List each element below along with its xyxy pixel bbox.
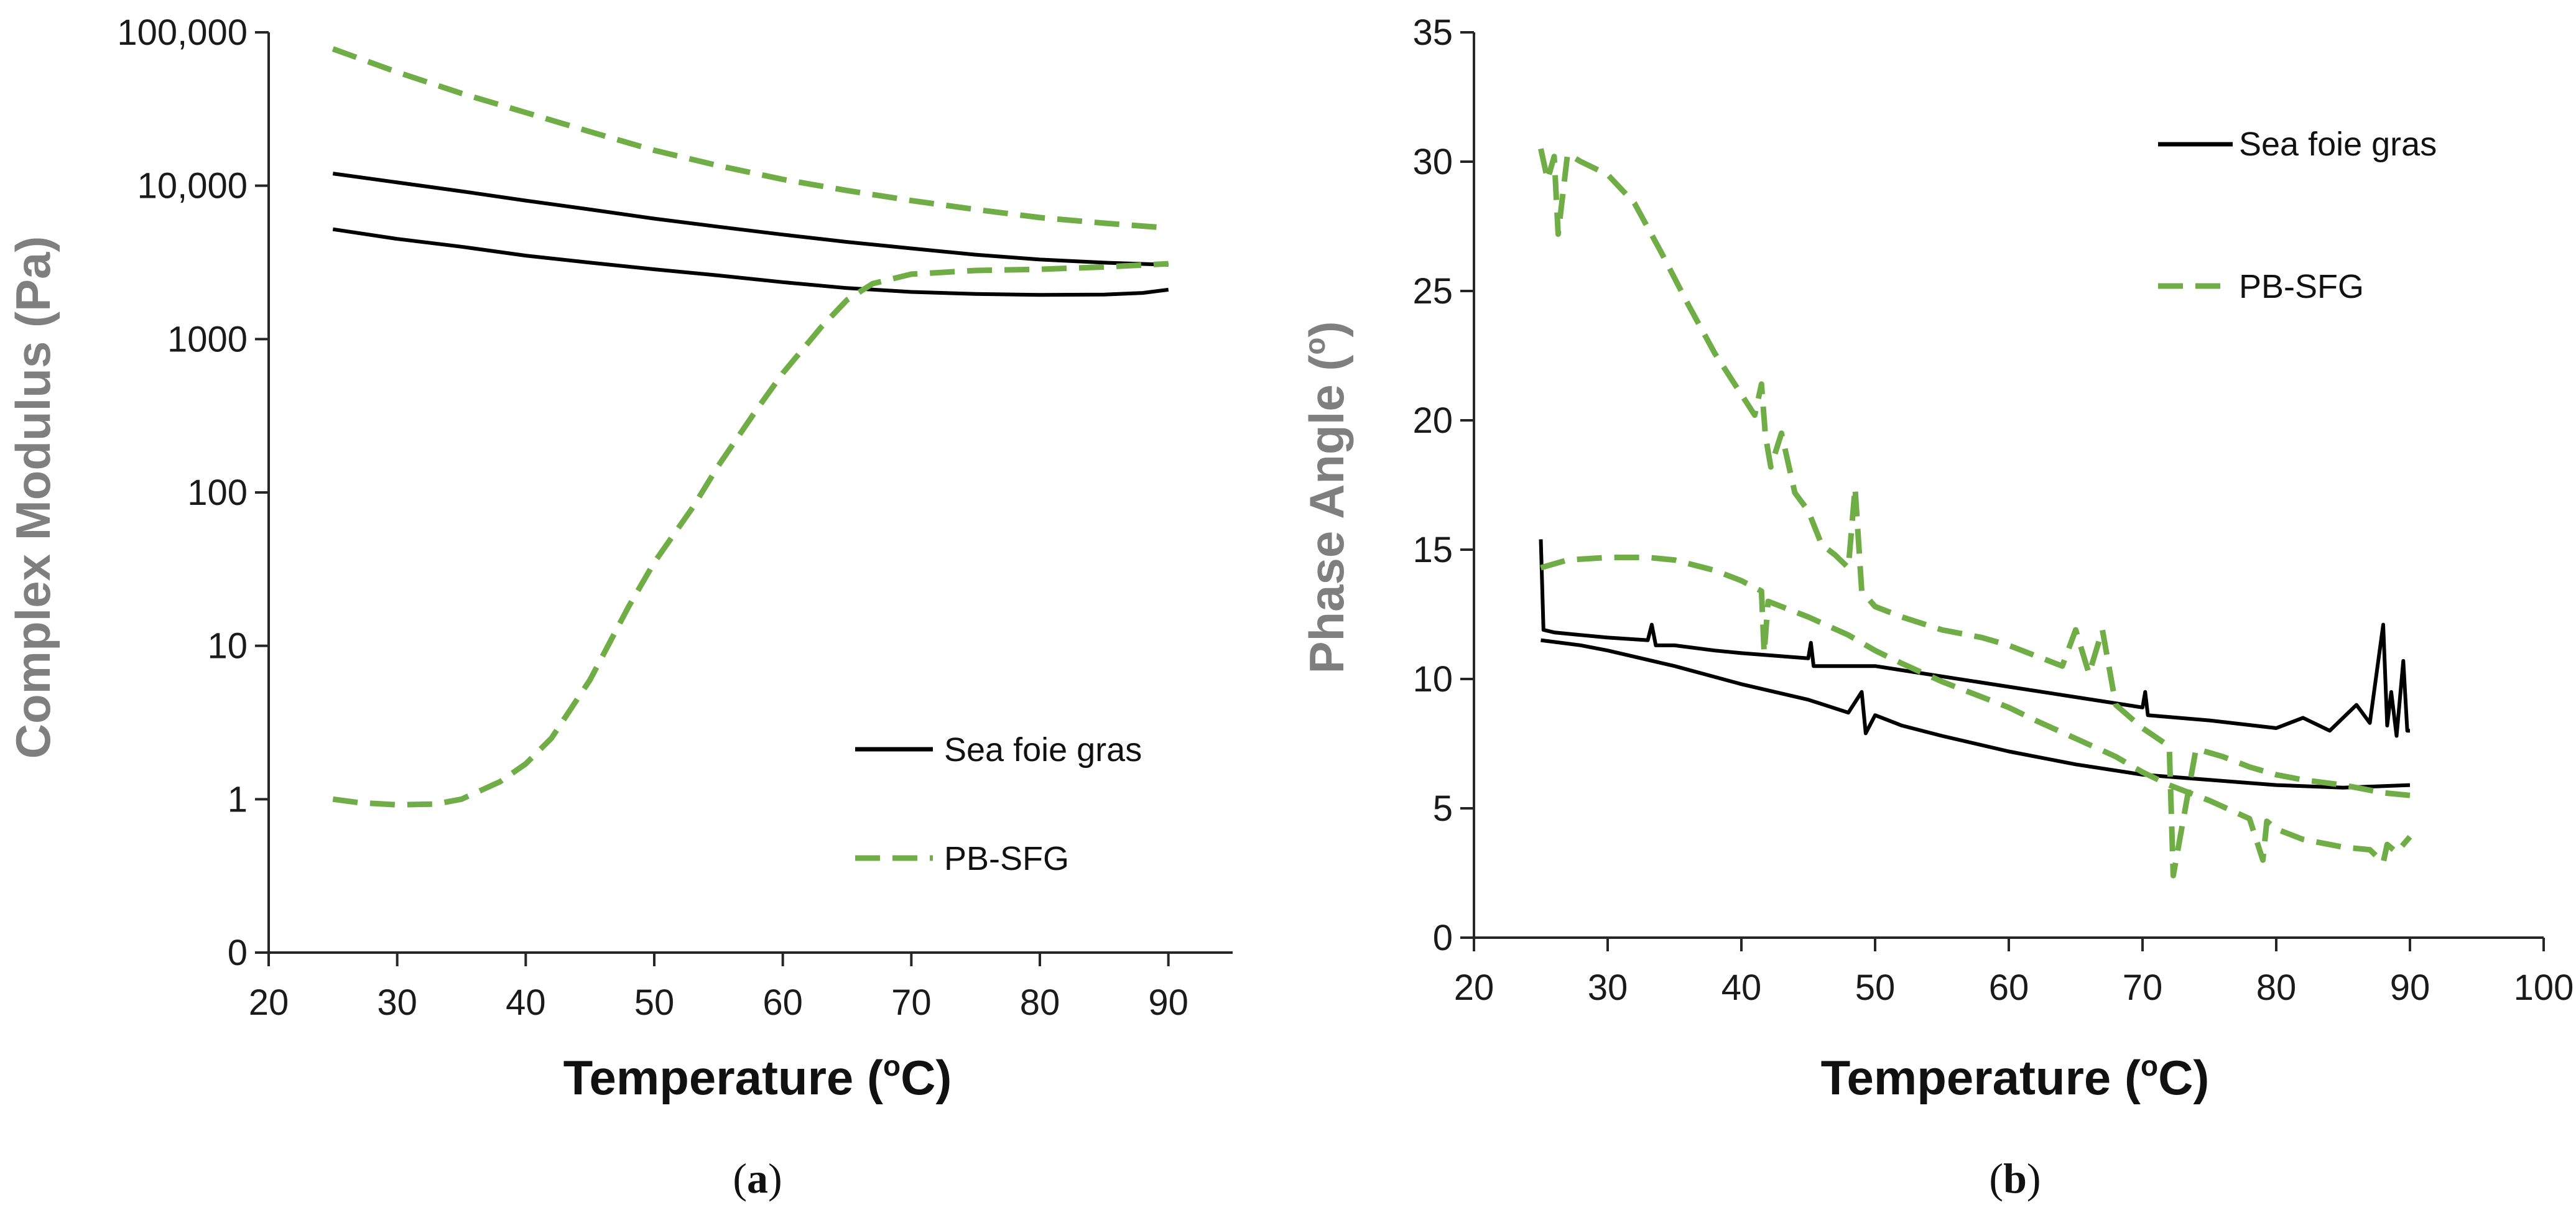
a-x-tick-label: 30	[377, 982, 417, 1023]
a-series-group	[331, 46, 1169, 808]
b-x-tick-label: 60	[1989, 968, 2029, 1008]
b-series-group	[1538, 148, 2412, 879]
a-y-tick-label: 100,000	[117, 12, 248, 53]
a-y-tick-label: 100	[187, 473, 248, 513]
a-legend-label-pb-sfg: PB-SFG	[944, 840, 1069, 877]
a-series-sea-foie-gras-upper	[332, 172, 1169, 267]
b-y-tick-label: 5	[1433, 788, 1453, 829]
a-y-tick-label: 10,000	[137, 166, 248, 206]
b-x-tick-label: 70	[2123, 968, 2163, 1008]
a-legend: Sea foie gras PB-SFG	[855, 731, 1142, 877]
b-series-sea-foie-gras-upper	[1539, 539, 2410, 738]
a-y-tick-label: 10	[207, 626, 248, 667]
a-series-pb-sfg-upper	[331, 46, 1169, 231]
b-tick-labels: 0 5 10 15 20 25 30 35 20 30 40 50 60 70 80 90 100	[1412, 12, 2574, 1008]
a-x-axis-title: Temperature (oC)	[563, 1050, 952, 1105]
a-x-tick-label: 80	[1020, 982, 1060, 1023]
a-y-tick-label: 1000	[167, 319, 248, 359]
b-x-tick-label: 100	[2514, 968, 2574, 1008]
a-x-tick-label: 40	[506, 982, 546, 1023]
b-x-tick-label: 40	[1721, 968, 1762, 1008]
b-legend-label-sea-foie-gras: Sea foie gras	[2239, 126, 2437, 163]
a-x-tick-label: 90	[1148, 982, 1188, 1023]
b-x-tick-label: 30	[1588, 968, 1628, 1008]
chart-panel-b: 0 5 10 15 20 25 30 35 20 30 40 50 60 70 80 90 100 Phase …	[1299, 12, 2574, 1202]
a-legend-label-sea-foie-gras: Sea foie gras	[944, 731, 1142, 769]
b-y-tick-label: 15	[1412, 530, 1453, 570]
chart-panel-a: 0 1 10 100 1000 10,000 100,000 20 30 40 50 60 70 80 90…	[6, 12, 1233, 1202]
a-y-axis-title: Complex Modulus (Pa)	[6, 236, 60, 759]
b-y-axis-title: Phase Angle (o)	[1299, 321, 1354, 674]
a-x-tick-label: 20	[249, 982, 289, 1023]
b-y-tick-label: 0	[1433, 918, 1453, 958]
b-y-tick-label: 35	[1412, 12, 1453, 53]
b-x-tick-label: 50	[1855, 968, 1896, 1008]
b-y-tick-label: 20	[1412, 400, 1453, 441]
b-legend: Sea foie gras PB-SFG	[2158, 126, 2437, 305]
b-panel-label: (b)	[1989, 1155, 2041, 1202]
a-series-sea-foie-gras-lower	[332, 227, 1169, 297]
a-tick-labels: 0 1 10 100 1000 10,000 100,000 20 30 40 50 60 70 80 90	[117, 12, 1188, 1023]
a-x-tick-label: 70	[891, 982, 932, 1023]
a-x-tick-label: 50	[634, 982, 675, 1023]
a-x-tick-label: 60	[762, 982, 803, 1023]
b-y-tick-label: 10	[1412, 659, 1453, 700]
a-panel-label: (a)	[733, 1155, 782, 1202]
b-series-sea-foie-gras-lower	[1541, 638, 2411, 790]
b-x-tick-label: 80	[2256, 968, 2297, 1008]
b-y-tick-label: 25	[1412, 271, 1453, 312]
b-x-axis-title: Temperature (oC)	[1821, 1050, 2210, 1105]
a-y-tick-label: 1	[228, 779, 248, 820]
b-series-pb-sfg-lower	[1540, 555, 2412, 866]
b-x-tick-label: 20	[1454, 968, 1494, 1008]
plot-area-a	[269, 32, 1233, 953]
a-axes	[255, 31, 1233, 966]
b-y-tick-label: 30	[1412, 142, 1453, 182]
b-legend-label-pb-sfg: PB-SFG	[2239, 268, 2364, 305]
b-x-tick-label: 90	[2390, 968, 2430, 1008]
a-series-pb-sfg-lower	[332, 261, 1169, 808]
a-y-tick-label: 0	[228, 933, 248, 973]
b-series-pb-sfg-upper	[1538, 148, 2411, 879]
b-axes	[1460, 31, 2545, 951]
